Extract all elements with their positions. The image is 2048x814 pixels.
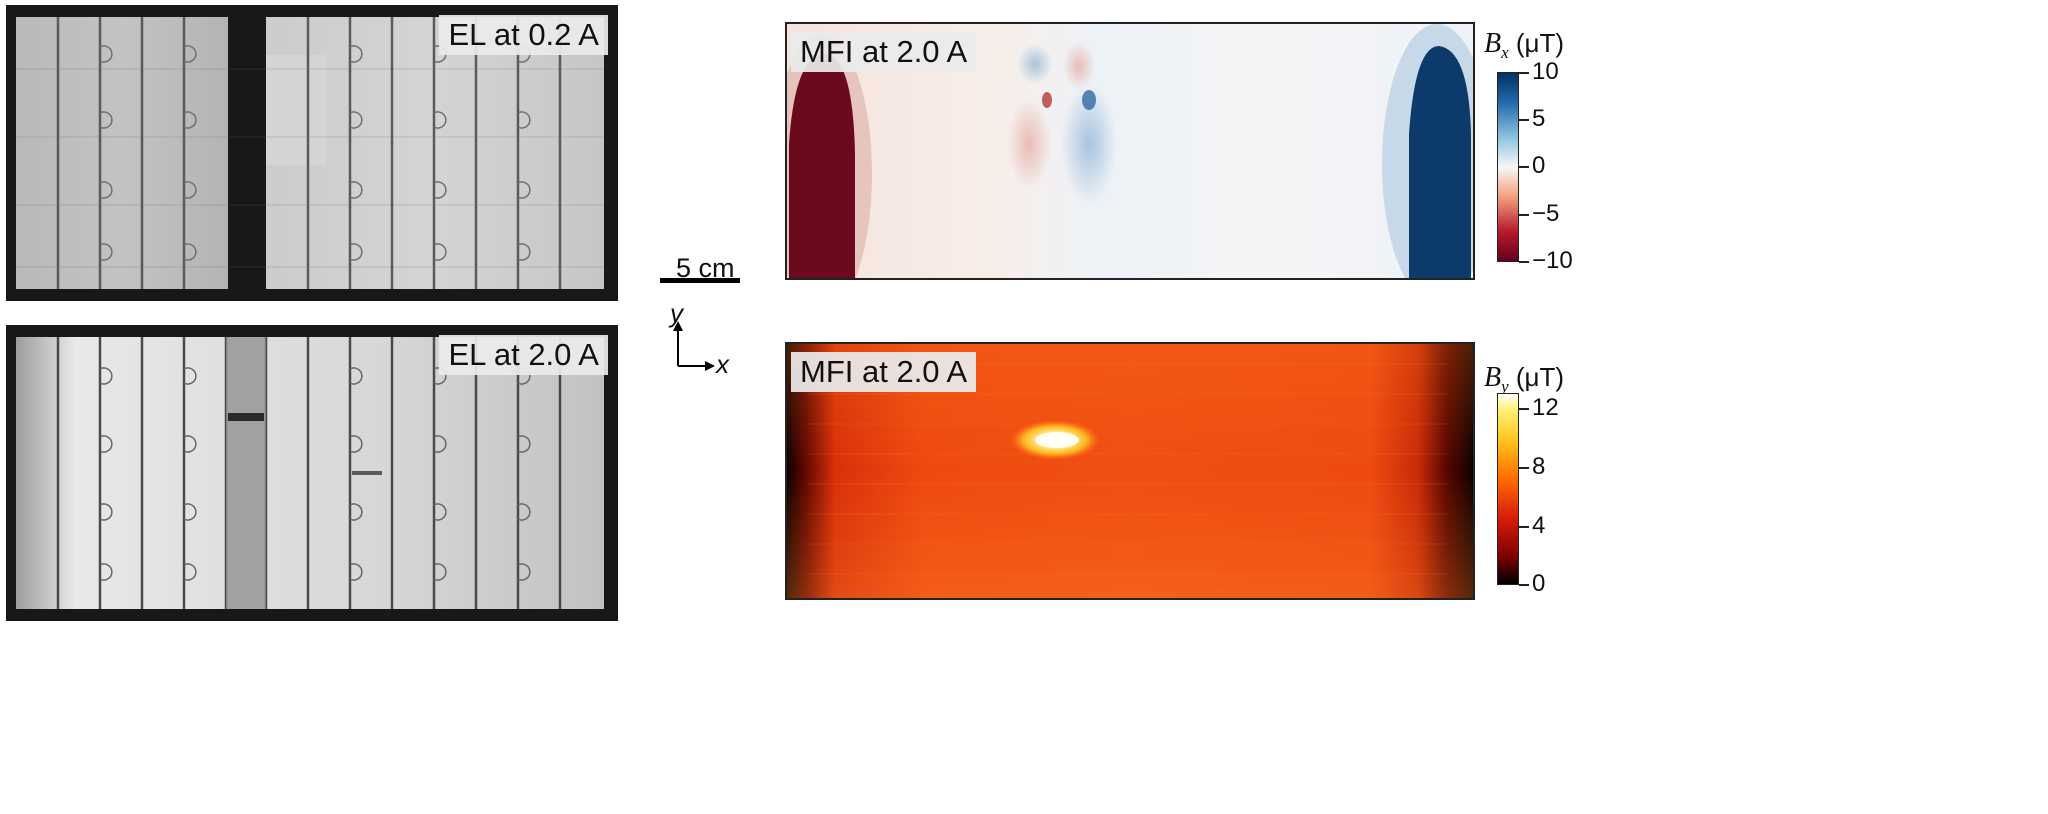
axis-label-x: x xyxy=(716,349,729,379)
colorbar-by xyxy=(1497,393,1519,585)
el-image-high-current: EL at 2.0 A xyxy=(6,325,618,621)
colorbar-bx-subscript: x xyxy=(1501,43,1509,63)
colorbar-by-tick xyxy=(1519,526,1529,528)
mfi-bx-map: MFI at 2.0 A xyxy=(785,22,1475,280)
colorbar-by-tick xyxy=(1519,584,1529,586)
colorbar-by-tick-label: 0 xyxy=(1532,570,1546,597)
panel-label-mfi-bx: MFI at 2.0 A xyxy=(791,32,977,72)
colorbar-bx-tick xyxy=(1519,119,1529,121)
colorbar-by-subscript: y xyxy=(1501,377,1509,397)
colorbar-by-tick-label: 8 xyxy=(1532,453,1546,480)
colorbar-bx-tick-label: −10 xyxy=(1532,247,1573,274)
colorbar-by-tick-label: 12 xyxy=(1532,394,1559,421)
colorbar-bx-tick-label: −5 xyxy=(1532,200,1560,227)
colorbar-bx-tick-label: 10 xyxy=(1532,58,1559,85)
colorbar-bx-tick-label: 0 xyxy=(1532,152,1546,179)
panel-label-el-low: EL at 0.2 A xyxy=(439,15,608,55)
colorbar-by-tick xyxy=(1519,408,1529,410)
colorbar-bx-unit: (μT) xyxy=(1508,28,1565,58)
scale-bar xyxy=(660,278,740,283)
colorbar-bx-symbol: B xyxy=(1484,28,1502,59)
panel-label-el-high: EL at 2.0 A xyxy=(439,335,608,375)
colorbar-by-unit: (μT) xyxy=(1508,362,1565,392)
axis-label-y: y xyxy=(670,298,683,328)
panel-label-mfi-by: MFI at 2.0 A xyxy=(791,352,977,392)
colorbar-by-symbol: B xyxy=(1484,362,1502,393)
colorbar-bx-tick xyxy=(1519,72,1529,74)
mfi-by-map: MFI at 2.0 A xyxy=(785,342,1475,600)
colorbar-by-title: By (μT) xyxy=(1484,362,1564,397)
colorbar-bx-tick-label: 5 xyxy=(1532,105,1546,132)
colorbar-bx xyxy=(1497,72,1519,262)
colorbar-bx-tick xyxy=(1519,166,1529,168)
colorbar-bx-tick xyxy=(1519,214,1529,216)
colorbar-by-tick xyxy=(1519,467,1529,469)
axes-indicator xyxy=(673,321,715,371)
colorbar-bx-title: Bx (μT) xyxy=(1484,28,1564,63)
el-image-low-current: EL at 0.2 A xyxy=(6,5,618,301)
colorbar-bx-tick xyxy=(1519,261,1529,263)
colorbar-by-tick-label: 4 xyxy=(1532,512,1546,539)
